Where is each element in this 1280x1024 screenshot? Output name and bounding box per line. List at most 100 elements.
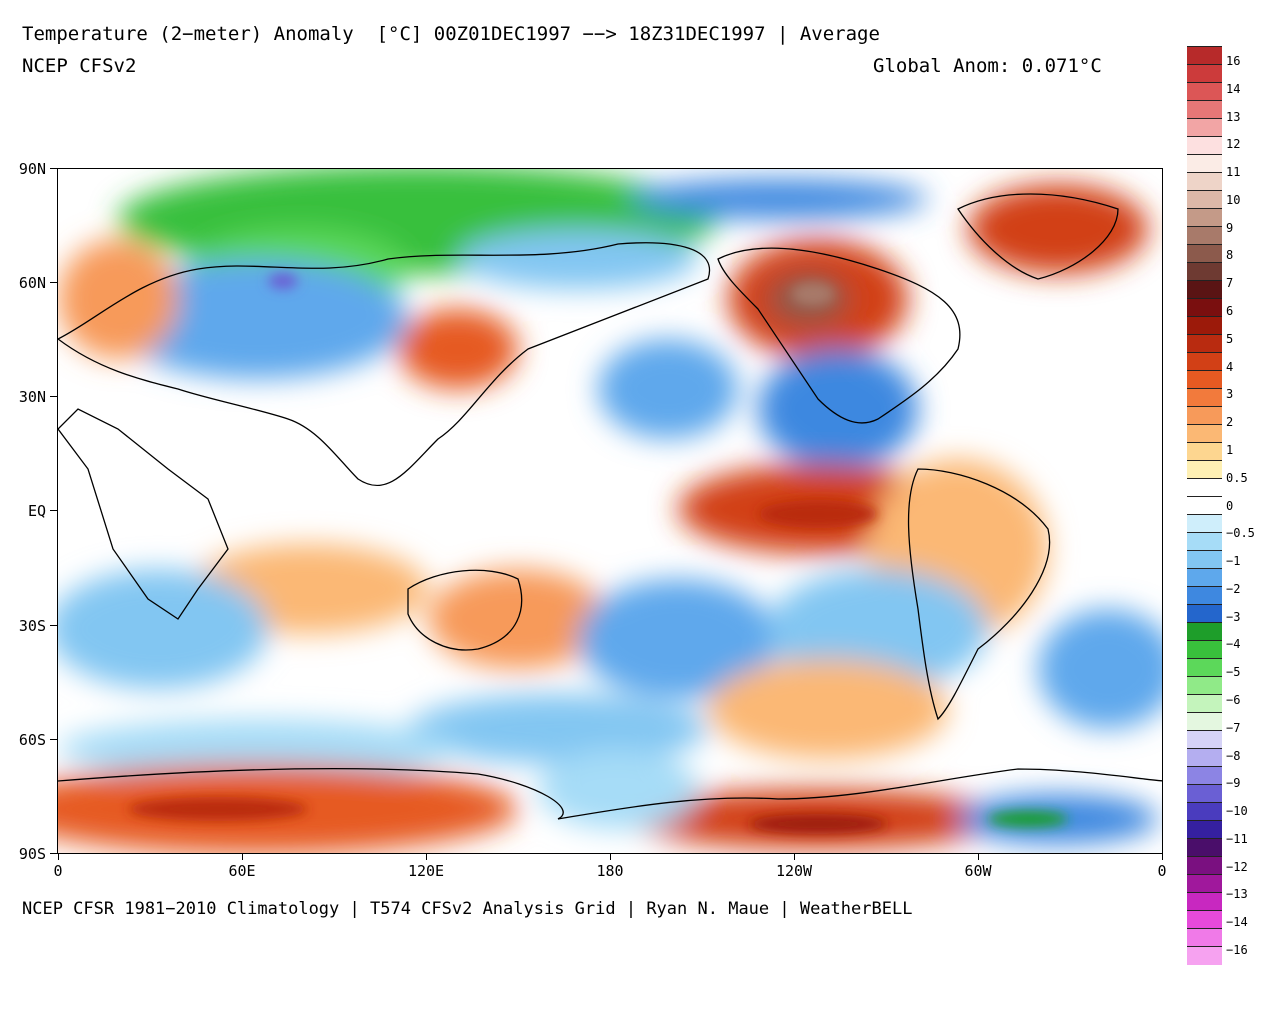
colorbar-swatch bbox=[1187, 388, 1222, 407]
colorbar-label: 7 bbox=[1226, 276, 1234, 291]
colorbar-swatch bbox=[1187, 262, 1222, 281]
colorbar-swatch bbox=[1187, 892, 1222, 911]
colorbar-swatch bbox=[1187, 946, 1222, 965]
tick-mark bbox=[50, 853, 57, 854]
colorbar-swatch bbox=[1187, 460, 1222, 479]
lon-label: 0 bbox=[1157, 862, 1167, 880]
lon-label: 60W bbox=[964, 862, 992, 880]
tick-mark bbox=[50, 282, 57, 283]
lat-label: EQ bbox=[27, 502, 46, 520]
colorbar-label: 0.5 bbox=[1226, 470, 1248, 485]
tick-mark bbox=[978, 854, 979, 860]
lat-label: 30N bbox=[18, 388, 46, 406]
tick-mark bbox=[50, 625, 57, 626]
colorbar-label: −14 bbox=[1226, 915, 1248, 930]
tick-mark bbox=[50, 739, 57, 740]
colorbar-swatch bbox=[1187, 64, 1222, 83]
colorbar-swatch bbox=[1187, 478, 1222, 497]
colorbar-label: −13 bbox=[1226, 887, 1248, 902]
colorbar-label: −4 bbox=[1226, 637, 1241, 652]
colorbar-swatch bbox=[1187, 298, 1222, 317]
colorbar-swatch bbox=[1187, 640, 1222, 659]
colorbar-swatch bbox=[1187, 226, 1222, 245]
colorbar-label: −7 bbox=[1226, 720, 1241, 735]
colorbar-swatch bbox=[1187, 694, 1222, 713]
tick-mark bbox=[426, 854, 427, 860]
colorbar-swatch bbox=[1187, 334, 1222, 353]
colorbar-swatch bbox=[1187, 190, 1222, 209]
colorbar-swatch bbox=[1187, 532, 1222, 551]
colorbar-swatch bbox=[1187, 280, 1222, 299]
tick-mark bbox=[50, 396, 57, 397]
colorbar-label: 12 bbox=[1226, 137, 1241, 152]
lon-label: 0 bbox=[53, 862, 63, 880]
lon-label: 60E bbox=[228, 862, 256, 880]
colorbar-swatch bbox=[1187, 622, 1222, 641]
colorbar-swatch bbox=[1187, 496, 1222, 515]
tick-mark bbox=[50, 510, 57, 511]
colorbar-swatch bbox=[1187, 928, 1222, 947]
colorbar-label: 1 bbox=[1226, 442, 1234, 457]
colorbar-label: −5 bbox=[1226, 665, 1241, 680]
colorbar-swatch bbox=[1187, 244, 1222, 263]
colorbar-swatch bbox=[1187, 442, 1222, 461]
colorbar-swatch bbox=[1187, 100, 1222, 119]
colorbar-swatch bbox=[1187, 802, 1222, 821]
colorbar-swatch bbox=[1187, 586, 1222, 605]
tick-mark bbox=[1162, 854, 1163, 860]
colorbar-label: 6 bbox=[1226, 304, 1234, 319]
coastlines bbox=[58, 193, 1162, 820]
tick-mark bbox=[50, 168, 57, 169]
colorbar-swatch bbox=[1187, 784, 1222, 803]
colorbar-swatch bbox=[1187, 316, 1222, 335]
map-title: Temperature (2−meter) Anomaly [°C] 00Z01… bbox=[22, 23, 880, 45]
colorbar-label: −6 bbox=[1226, 692, 1241, 707]
colorbar bbox=[1187, 46, 1222, 965]
colorbar-label: −9 bbox=[1226, 776, 1241, 791]
colorbar-label: 3 bbox=[1226, 387, 1234, 402]
colorbar-label: −12 bbox=[1226, 859, 1248, 874]
tick-mark bbox=[794, 854, 795, 860]
colorbar-label: 10 bbox=[1226, 192, 1241, 207]
colorbar-swatch bbox=[1187, 874, 1222, 893]
colorbar-label: 9 bbox=[1226, 220, 1234, 235]
credits-footer: NCEP CFSR 1981−2010 Climatology | T574 C… bbox=[22, 899, 913, 919]
tick-mark bbox=[58, 854, 59, 860]
colorbar-swatch bbox=[1187, 118, 1222, 137]
colorbar-swatch bbox=[1187, 352, 1222, 371]
colorbar-label: 2 bbox=[1226, 415, 1234, 430]
colorbar-swatch bbox=[1187, 766, 1222, 785]
colorbar-label: 11 bbox=[1226, 165, 1241, 180]
colorbar-swatch bbox=[1187, 514, 1222, 533]
colorbar-swatch bbox=[1187, 136, 1222, 155]
anomaly-field bbox=[58, 169, 1162, 853]
colorbar-label: −0.5 bbox=[1226, 526, 1255, 541]
colorbar-label: 5 bbox=[1226, 331, 1234, 346]
colorbar-label: −8 bbox=[1226, 748, 1241, 763]
colorbar-swatch bbox=[1187, 820, 1222, 839]
lat-label: 30S bbox=[18, 617, 46, 635]
colorbar-swatch bbox=[1187, 370, 1222, 389]
colorbar-label: 13 bbox=[1226, 109, 1241, 124]
colorbar-swatch bbox=[1187, 568, 1222, 587]
colorbar-swatch bbox=[1187, 676, 1222, 695]
anomaly-map bbox=[57, 168, 1163, 854]
colorbar-swatch bbox=[1187, 910, 1222, 929]
global-anomaly: Global Anom: 0.071°C bbox=[873, 55, 1102, 77]
colorbar-label: 14 bbox=[1226, 81, 1241, 96]
colorbar-swatch bbox=[1187, 172, 1222, 191]
colorbar-swatch bbox=[1187, 730, 1222, 749]
colorbar-swatch bbox=[1187, 406, 1222, 425]
colorbar-swatch bbox=[1187, 46, 1222, 65]
model-name: NCEP CFSv2 bbox=[22, 55, 137, 77]
lon-label: 120W bbox=[775, 862, 813, 880]
colorbar-swatch bbox=[1187, 604, 1222, 623]
colorbar-swatch bbox=[1187, 82, 1222, 101]
colorbar-label: −16 bbox=[1226, 943, 1248, 957]
colorbar-swatch bbox=[1187, 208, 1222, 227]
colorbar-label: 0 bbox=[1226, 498, 1234, 513]
colorbar-swatch bbox=[1187, 856, 1222, 875]
lon-label: 180 bbox=[596, 862, 624, 880]
colorbar-swatch bbox=[1187, 712, 1222, 731]
colorbar-swatch bbox=[1187, 838, 1222, 857]
